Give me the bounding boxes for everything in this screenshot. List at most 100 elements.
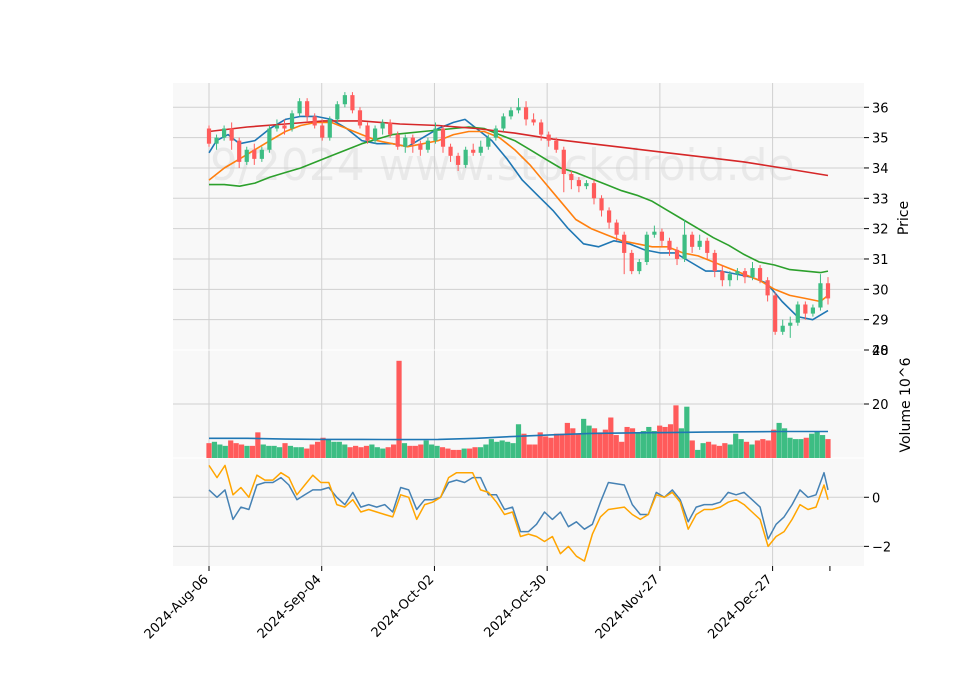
candle-body xyxy=(773,295,778,332)
candle-body xyxy=(523,107,529,120)
volume-bar xyxy=(271,445,277,458)
volume-bar xyxy=(439,447,446,458)
volume-bar xyxy=(228,440,234,458)
volume-bar xyxy=(548,437,554,458)
volume-bar xyxy=(727,444,733,458)
candle-body xyxy=(478,146,483,153)
candle-body xyxy=(659,231,665,241)
volume-bar xyxy=(537,432,543,458)
volume-bar xyxy=(743,441,750,458)
price-axis-title: Price xyxy=(896,201,912,235)
volume-bar xyxy=(505,441,511,458)
volume-bar xyxy=(814,431,820,458)
candle-body xyxy=(244,149,249,162)
volume-bar xyxy=(667,424,674,458)
grid-lines xyxy=(173,83,864,566)
candle-body xyxy=(380,122,385,129)
volume-bar xyxy=(771,429,777,458)
volume-bar xyxy=(423,440,429,458)
candle-body xyxy=(493,128,498,138)
candle-body xyxy=(546,134,551,141)
candles xyxy=(206,92,831,338)
volume-bar xyxy=(515,424,522,458)
candle-body xyxy=(614,222,619,235)
candle-body xyxy=(221,128,227,138)
candle-body xyxy=(365,125,370,141)
candle-body xyxy=(818,283,823,308)
volume-bar xyxy=(456,449,462,458)
price-tick-label: 31 xyxy=(872,253,889,268)
volume-bar xyxy=(581,418,587,458)
volume-bar xyxy=(613,435,619,458)
volume-bar xyxy=(217,444,223,458)
volume-bar xyxy=(396,360,402,458)
volume-bar xyxy=(711,444,717,458)
candle-body xyxy=(327,119,332,138)
ma_short-line xyxy=(208,115,829,321)
volume-bar xyxy=(429,444,435,458)
volume-bar xyxy=(722,443,728,458)
ma_very_long-line xyxy=(208,120,829,177)
volume-bar xyxy=(819,435,826,458)
volume-bar xyxy=(640,431,646,458)
oscillator-panel-background xyxy=(173,458,864,566)
oscillator-tick-label: 0 xyxy=(872,491,880,506)
volume-bar xyxy=(510,443,516,458)
candle-body xyxy=(388,122,393,135)
volume-bar xyxy=(765,440,771,458)
volume-bar xyxy=(276,447,283,458)
volume-bar xyxy=(532,444,538,458)
osc_blue-line xyxy=(208,471,829,540)
volume-bar xyxy=(467,448,473,458)
volume-bar xyxy=(543,436,549,458)
volume-bar xyxy=(206,443,212,458)
candle-body xyxy=(554,140,559,150)
volume-bar xyxy=(586,425,592,458)
candle-body xyxy=(206,128,212,144)
volume-bar xyxy=(418,444,424,458)
candle-body xyxy=(440,128,446,147)
volume-bar xyxy=(380,448,386,458)
volume-bar xyxy=(635,432,641,458)
volume-bar xyxy=(342,444,348,458)
candle-body xyxy=(712,252,717,272)
candle-body xyxy=(652,231,657,235)
volume-bar xyxy=(238,444,245,458)
volume-bar xyxy=(575,433,581,458)
candle-body xyxy=(750,268,755,278)
volume-bar xyxy=(483,444,489,458)
x-tick-label: 2024-Oct-30 xyxy=(481,572,549,640)
price-tick-label: 35 xyxy=(872,132,889,147)
candle-body xyxy=(795,304,800,323)
candle-body xyxy=(259,149,264,159)
volume-bars xyxy=(206,360,831,458)
candle-body xyxy=(274,125,280,129)
candle-body xyxy=(667,240,672,250)
volume-bar xyxy=(602,429,608,458)
candle-body xyxy=(418,143,423,150)
candle-body xyxy=(448,146,453,156)
candle-body xyxy=(312,116,317,126)
candle-body xyxy=(516,107,521,111)
candle-body xyxy=(825,283,831,299)
candle-body xyxy=(576,180,581,187)
volume-bar xyxy=(591,428,598,458)
candle-body xyxy=(561,149,566,175)
volume-bar xyxy=(749,444,755,458)
watermark: 9/2024 www.stockdroid.de xyxy=(210,140,795,191)
volume-bar xyxy=(776,422,782,458)
volume-bar xyxy=(369,444,375,458)
volume-bar xyxy=(445,448,451,458)
x-tick-label: 2024-Nov-27 xyxy=(593,572,663,642)
candle-body xyxy=(780,325,785,332)
candle-body xyxy=(591,183,597,199)
candle-body xyxy=(584,183,589,187)
volume-bar xyxy=(662,426,668,458)
candle-body xyxy=(320,125,325,138)
volume-bar xyxy=(494,441,500,458)
candle-body xyxy=(237,140,242,162)
volume-bar xyxy=(287,445,294,458)
candle-body xyxy=(720,271,725,281)
volume-bar xyxy=(401,443,408,458)
volume-bar xyxy=(733,433,739,458)
